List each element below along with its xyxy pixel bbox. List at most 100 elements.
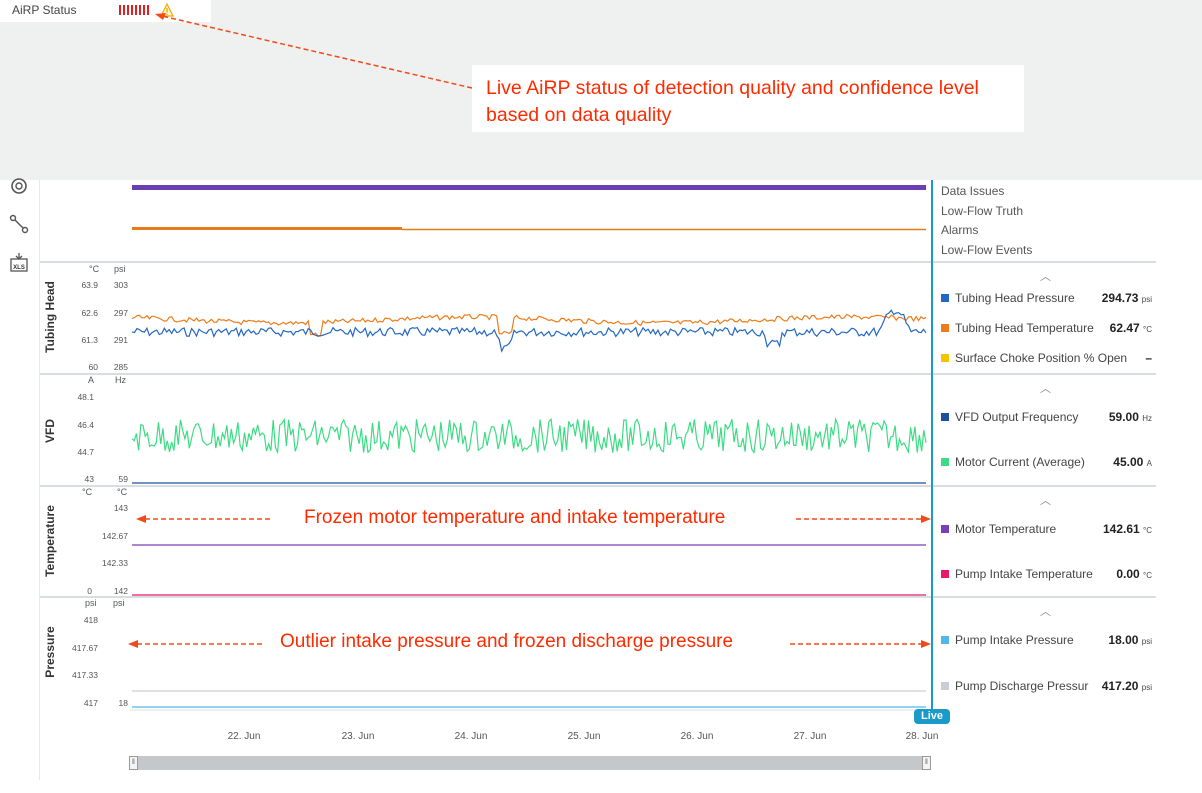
axis-unit: Hz xyxy=(115,375,126,385)
legend-value: 417.20 psi xyxy=(1102,679,1152,693)
legend-name: Motor Current (Average) xyxy=(955,455,1085,469)
annotation-pressure-outlier: Outlier intake pressure and frozen disch… xyxy=(280,631,734,652)
value-unit: °C xyxy=(1143,325,1152,334)
x-tick: 28. Jun xyxy=(905,731,939,742)
x-tick: 22. Jun xyxy=(227,731,261,742)
legend-name: Pump Intake Pressure xyxy=(955,633,1074,647)
axis-unit: °C xyxy=(82,487,93,497)
legend-data-issues: Data Issues xyxy=(941,184,1005,198)
annotation-frozen-temperature: Frozen motor temperature and intake temp… xyxy=(304,507,726,528)
collapse-pressure-chevron-icon[interactable]: ︿ xyxy=(1040,606,1051,618)
legend-swatch xyxy=(941,570,949,578)
y-tick: 143 xyxy=(113,503,128,513)
panel-label-tubing-head: Tubing Head xyxy=(43,281,57,353)
legend-name: VFD Output Frequency xyxy=(955,410,1079,424)
legend-pump-discharge-pressure[interactable]: Pump Discharge Pressur xyxy=(941,679,1091,693)
sidebar: XLS xyxy=(0,178,40,780)
collapse-vfd-chevron-icon[interactable]: ︿ xyxy=(1040,383,1051,395)
y-tick: 63.9 xyxy=(81,280,98,290)
legend-tubing-head-pressure[interactable]: Tubing Head Pressure xyxy=(941,291,1075,305)
legend-pump-intake-pressure[interactable]: Pump Intake Pressure xyxy=(941,633,1074,647)
callout-text: Live AiRP status of detection quality an… xyxy=(486,77,979,126)
legend-name: Motor Temperature xyxy=(955,522,1057,536)
warning-icon[interactable] xyxy=(160,3,174,17)
value-number: 18.00 xyxy=(1108,633,1139,647)
legend-name: Tubing Head Pressure xyxy=(955,291,1075,305)
y-tick: 142.33 xyxy=(102,558,128,568)
motor-current-line xyxy=(131,416,927,455)
value-number: 62.47 xyxy=(1109,321,1140,335)
y-tick: 43 xyxy=(84,474,94,484)
collapse-tubing-chevron-icon[interactable]: ︿ xyxy=(1040,271,1051,283)
legend-alarms: Alarms xyxy=(941,223,979,237)
status-bars-icon xyxy=(119,5,151,15)
legend-low-flow-truth: Low-Flow Truth xyxy=(941,204,1024,218)
value-unit: Hz xyxy=(1142,414,1152,423)
legend-value: 59.00 Hz xyxy=(1109,410,1152,424)
y-tick: 418 xyxy=(83,615,98,625)
legend-swatch xyxy=(941,413,949,421)
live-badge[interactable]: Live xyxy=(914,709,950,724)
legend-name: Surface Choke Position % Open xyxy=(955,351,1128,365)
y-tick: 62.6 xyxy=(81,308,98,318)
legend-swatch xyxy=(941,294,949,302)
value-number: 142.61 xyxy=(1102,522,1140,536)
value-unit: A xyxy=(1146,459,1152,468)
airp-status-label: AiRP Status xyxy=(12,3,77,17)
time-navigator-scrollbar[interactable]: ǁ ǁ xyxy=(129,756,931,770)
gauge-icon[interactable] xyxy=(9,176,29,196)
legend-motor-current[interactable]: Motor Current (Average) xyxy=(941,455,1085,469)
svg-text:XLS: XLS xyxy=(13,265,25,271)
y-tick: 297 xyxy=(113,308,128,318)
tubing-head-pressure-line xyxy=(131,309,927,353)
panel-label-pressure: Pressure xyxy=(43,626,57,678)
y-tick: 417 xyxy=(83,698,98,708)
value-number: 417.20 xyxy=(1101,679,1139,693)
connection-icon[interactable] xyxy=(9,214,29,234)
y-tick: 0 xyxy=(87,586,92,596)
x-tick: 27. Jun xyxy=(793,731,827,742)
axis-unit: A xyxy=(88,375,95,385)
legend-value: 62.47 °C xyxy=(1110,321,1152,335)
legend-swatch xyxy=(941,636,949,644)
y-tick: 18 xyxy=(118,698,128,708)
y-tick: 61.3 xyxy=(81,335,98,345)
annotation-arrows xyxy=(137,518,922,645)
y-tick: 46.4 xyxy=(77,420,94,430)
value-unit: °C xyxy=(1143,526,1152,535)
y-tick: 417.67 xyxy=(72,643,98,653)
axis-unit: psi xyxy=(114,264,126,274)
y-tick: 285 xyxy=(113,362,128,372)
collapse-temperature-chevron-icon[interactable]: ︿ xyxy=(1040,495,1051,507)
legend-surface-choke-position[interactable]: Surface Choke Position % Open xyxy=(941,351,1127,365)
y-tick: 44.7 xyxy=(77,447,94,457)
axis-unit: psi xyxy=(113,598,125,608)
value-number: 45.00 xyxy=(1113,455,1144,469)
legend-motor-temperature[interactable]: Motor Temperature xyxy=(941,522,1056,536)
y-tick: 48.1 xyxy=(77,392,94,402)
navigator-left-handle[interactable]: ǁ xyxy=(129,756,138,770)
y-tick: 142 xyxy=(113,586,128,596)
x-tick: 23. Jun xyxy=(341,731,375,742)
y-tick: 291 xyxy=(113,335,128,345)
y-tick: 60 xyxy=(88,362,98,372)
axis-unit: psi xyxy=(85,598,97,608)
airp-status[interactable]: AiRP Status xyxy=(0,0,211,22)
legend-tubing-head-temperature[interactable]: Tubing Head Temperature xyxy=(941,321,1094,335)
navigator-right-handle[interactable]: ǁ xyxy=(922,756,931,770)
legend-name: Pump Discharge Pressur xyxy=(955,679,1089,693)
y-tick: 59 xyxy=(118,474,128,484)
tubing-head-temperature-line xyxy=(131,313,927,337)
alarms-bar-thick xyxy=(132,227,402,230)
value-unit: psi xyxy=(1141,637,1152,646)
legend-pump-intake-temperature[interactable]: Pump Intake Temperature xyxy=(941,567,1093,581)
annotation-arrowheads xyxy=(128,515,931,648)
panel-label-vfd: VFD xyxy=(43,419,57,443)
value-unit: psi xyxy=(1141,683,1152,692)
legend-vfd-output-frequency[interactable]: VFD Output Frequency xyxy=(941,410,1078,424)
xls-export-icon[interactable]: XLS xyxy=(9,253,29,273)
chart-area xyxy=(40,180,1156,712)
value-number: – xyxy=(1145,351,1152,365)
y-tick: 142.67 xyxy=(102,531,128,541)
legend-value: 142.61 °C xyxy=(1103,522,1152,536)
